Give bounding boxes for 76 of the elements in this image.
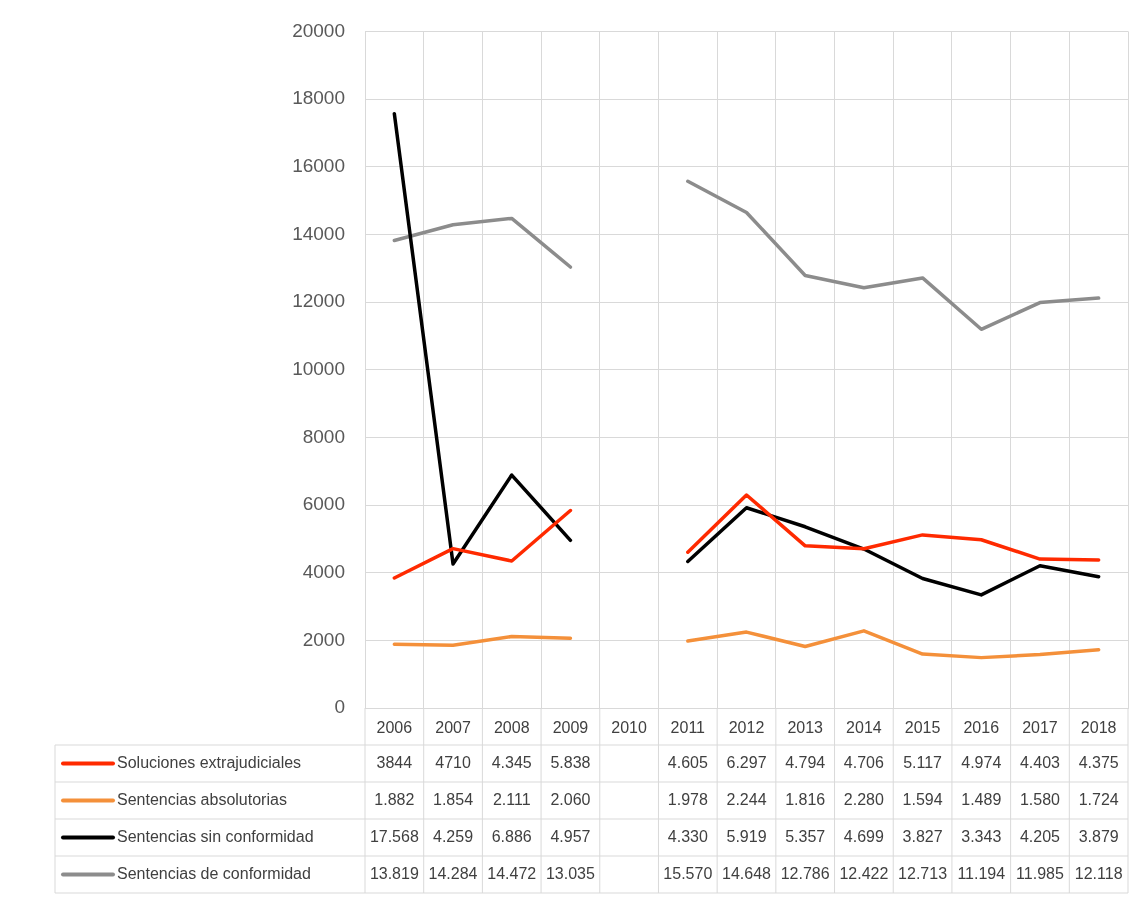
y-tick-label: 6000 — [302, 493, 345, 515]
x-tick-label: 2016 — [963, 719, 1000, 737]
x-tick-label: 2008 — [493, 719, 530, 737]
y-tick-label: 12000 — [292, 290, 345, 312]
data-label: 4.403 — [1019, 753, 1061, 771]
x-tick-label: 2017 — [1022, 719, 1058, 737]
data-label: 3.343 — [961, 827, 1002, 845]
data-label: 11.194 — [957, 864, 1006, 882]
data-label: 2.280 — [843, 790, 884, 808]
data-label: 6.886 — [491, 827, 532, 845]
data-label: 2.111 — [492, 790, 531, 808]
data-label: 6.297 — [726, 753, 767, 771]
x-tick-label: 2009 — [552, 719, 589, 737]
data-label: 1.882 — [374, 790, 415, 808]
data-label: 4.974 — [961, 753, 1002, 771]
data-label: 1.816 — [785, 790, 826, 808]
data-label: 12.713 — [898, 864, 948, 882]
x-tick-label: 2018 — [1080, 719, 1117, 737]
data-label: 1.594 — [902, 790, 943, 808]
data-label: 14.472 — [487, 864, 537, 882]
data-label: 4.345 — [491, 753, 532, 771]
data-label: 4.794 — [785, 753, 826, 771]
data-label: 15.570 — [663, 864, 713, 882]
data-label: 4.375 — [1078, 753, 1119, 771]
data-label: 14.648 — [722, 864, 772, 882]
x-tick-label: 2012 — [728, 719, 765, 737]
data-label: 3.827 — [902, 827, 943, 845]
y-tick-label: 0 — [334, 696, 345, 718]
y-tick-label: 14000 — [292, 222, 345, 244]
x-tick-label: 2013 — [787, 719, 824, 737]
x-tick-label: 2015 — [904, 719, 941, 737]
y-tick-label: 8000 — [302, 425, 345, 447]
legend-label: Soluciones extrajudiciales — [117, 753, 302, 771]
data-label: 4.605 — [667, 753, 708, 771]
data-label: 13.035 — [545, 864, 595, 882]
data-label: 4.957 — [550, 827, 591, 845]
y-tick-label: 18000 — [292, 87, 345, 109]
data-label: 1.489 — [961, 790, 1002, 808]
data-label: 4.205 — [1019, 827, 1061, 845]
data-label: 12.118 — [1074, 864, 1123, 882]
x-tick-label: 2006 — [376, 719, 413, 737]
data-label: 4.330 — [667, 827, 708, 845]
legend-label: Sentencias absolutorias — [117, 790, 287, 808]
data-label: 5.357 — [785, 827, 826, 845]
y-tick-label: 16000 — [292, 154, 345, 176]
legend-label: Sentencias sin conformidad — [117, 827, 314, 845]
data-label: 3.879 — [1078, 827, 1119, 845]
legend-label: Sentencias de conformidad — [117, 864, 311, 882]
y-tick-label: 4000 — [302, 560, 345, 582]
data-label: 17.568 — [369, 827, 419, 845]
data-label: 4.699 — [843, 827, 884, 845]
data-label: 4.259 — [433, 827, 474, 845]
data-label: 11.985 — [1016, 864, 1064, 882]
data-label: 1.978 — [667, 790, 708, 808]
data-label: 14.284 — [428, 864, 478, 882]
y-tick-label: 20000 — [292, 19, 345, 41]
data-label: 5.117 — [903, 753, 943, 771]
data-label: 2.060 — [550, 790, 591, 808]
data-label: 3844 — [376, 753, 413, 771]
data-label: 5.838 — [550, 753, 591, 771]
y-tick-label: 10000 — [292, 357, 345, 379]
data-label: 12.786 — [780, 864, 830, 882]
x-tick-label: 2011 — [670, 719, 706, 737]
data-label: 1.854 — [433, 790, 474, 808]
x-tick-label: 2014 — [846, 719, 882, 737]
data-label: 12.422 — [839, 864, 889, 882]
y-tick-label: 2000 — [302, 628, 345, 650]
data-label: 5.919 — [726, 827, 767, 845]
data-label: 13.819 — [369, 864, 419, 882]
data-label: 2.244 — [726, 790, 767, 808]
x-tick-label: 2010 — [611, 719, 648, 737]
data-label: 1.724 — [1078, 790, 1119, 808]
data-label: 4.706 — [843, 753, 884, 771]
data-label: 4710 — [435, 753, 471, 771]
x-tick-label: 2007 — [435, 719, 471, 737]
data-label: 1.580 — [1019, 790, 1061, 808]
